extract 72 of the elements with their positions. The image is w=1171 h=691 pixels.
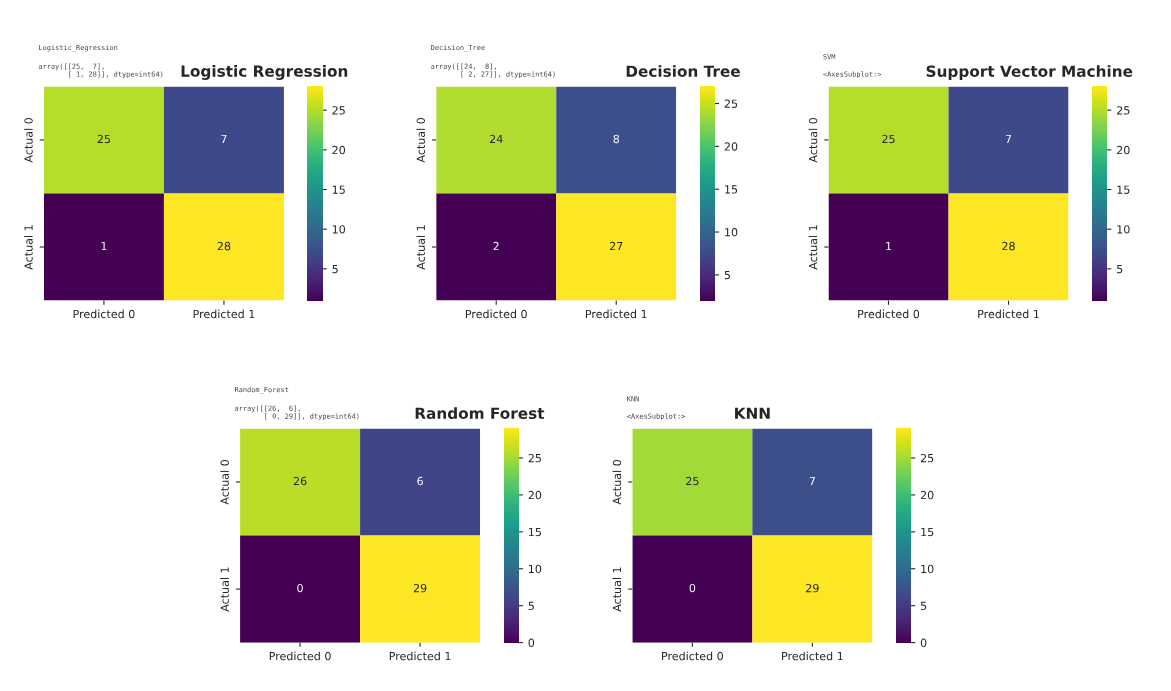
y-tick-label: Actual 0 bbox=[416, 117, 426, 163]
color-bar-label: 5 bbox=[724, 271, 731, 280]
color-bar-label: 25 bbox=[724, 99, 738, 108]
y-tick-label: Actual 0 bbox=[24, 117, 33, 163]
data-label: 2 bbox=[493, 241, 499, 251]
color-bar-label: 10 bbox=[1117, 225, 1130, 234]
data-label: 26 bbox=[293, 476, 307, 486]
chart-title: Logistic Regression bbox=[181, 65, 348, 80]
y-tick-label: Actual 1 bbox=[612, 567, 622, 612]
color-bar-label: 10 bbox=[921, 564, 934, 574]
x-tick-label: Predicted 0 bbox=[465, 309, 527, 319]
data-label: 7 bbox=[221, 134, 227, 143]
chart-title: Support Vector Machine bbox=[926, 65, 1133, 80]
y-tick-label: Actual 0 bbox=[612, 460, 622, 505]
data-label: 8 bbox=[613, 134, 620, 144]
color-bar-label: 20 bbox=[528, 490, 542, 500]
data-label: 1 bbox=[886, 242, 891, 251]
color-bar-label: 15 bbox=[1117, 185, 1130, 194]
color-bar-label: 20 bbox=[1117, 145, 1130, 155]
y-tick-label: Actual 1 bbox=[808, 225, 818, 270]
color-bar-label: 10 bbox=[529, 564, 542, 574]
data-label: 25 bbox=[882, 134, 895, 144]
y-tick-label: Actual 0 bbox=[808, 117, 818, 163]
x-tick-label: Predicted 1 bbox=[782, 651, 843, 661]
data-label: 28 bbox=[217, 241, 231, 251]
color-bar-label: 0 bbox=[528, 638, 535, 648]
data-label: 24 bbox=[489, 134, 503, 143]
data-label: 25 bbox=[97, 134, 111, 144]
color-bar-label: 15 bbox=[332, 185, 345, 194]
data-label: 28 bbox=[1002, 241, 1015, 251]
color-bar-label: 5 bbox=[1117, 264, 1123, 274]
data-label: 1 bbox=[101, 242, 107, 251]
color-bar-label: 10 bbox=[725, 228, 738, 237]
color-bar-label: 5 bbox=[528, 601, 534, 611]
chart-title: Decision Tree bbox=[626, 65, 740, 77]
data-label: 25 bbox=[686, 476, 699, 486]
x-tick-label: Predicted 0 bbox=[73, 309, 135, 319]
data-label: 29 bbox=[806, 583, 819, 593]
y-tick-label: Actual 1 bbox=[416, 225, 426, 270]
data-label: 0 bbox=[297, 583, 303, 593]
color-bar-label: 0 bbox=[920, 638, 927, 648]
chart-title: Random Forest bbox=[415, 407, 545, 420]
color-bar-label: 5 bbox=[920, 601, 927, 611]
data-label: 29 bbox=[413, 583, 427, 593]
x-tick-label: Predicted 1 bbox=[978, 309, 1039, 319]
data-label: 7 bbox=[809, 476, 815, 486]
x-tick-label: Predicted 1 bbox=[193, 309, 255, 319]
color-bar-label: 25 bbox=[332, 106, 345, 115]
y-tick-label: Actual 0 bbox=[220, 460, 229, 505]
color-bar-label: 25 bbox=[1117, 106, 1130, 115]
x-tick-label: Predicted 1 bbox=[389, 651, 451, 661]
color-bar-label: 25 bbox=[528, 453, 541, 463]
data-label: 27 bbox=[609, 241, 623, 251]
data-label: 7 bbox=[1005, 134, 1012, 143]
y-tick-label: Actual 1 bbox=[220, 567, 229, 612]
color-bar-label: 10 bbox=[332, 225, 346, 234]
x-tick-label: Predicted 0 bbox=[269, 651, 331, 661]
chart-title: KNN bbox=[735, 407, 770, 419]
color-bar-label: 15 bbox=[725, 185, 738, 194]
data-label: 0 bbox=[689, 583, 696, 593]
color-bar-label: 25 bbox=[920, 453, 934, 463]
x-tick-label: Predicted 0 bbox=[662, 651, 723, 661]
data-label: 6 bbox=[417, 476, 423, 486]
color-bar-label: 20 bbox=[332, 145, 346, 155]
color-bar-label: 15 bbox=[529, 527, 541, 537]
color-bar-label: 5 bbox=[332, 264, 338, 274]
y-tick-label: Actual 1 bbox=[24, 225, 33, 270]
color-bar-label: 20 bbox=[724, 142, 738, 151]
color-bar-label: 20 bbox=[920, 490, 934, 500]
x-tick-label: Predicted 1 bbox=[585, 309, 647, 319]
x-tick-label: Predicted 0 bbox=[858, 309, 920, 319]
color-bar-label: 15 bbox=[921, 527, 934, 537]
